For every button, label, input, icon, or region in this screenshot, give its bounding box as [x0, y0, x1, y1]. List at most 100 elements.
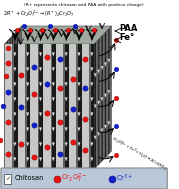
- Text: ✓: ✓: [5, 176, 10, 181]
- Text: $\mathdefault{Cr^{3+}}$: $\mathdefault{Cr^{3+}}$: [116, 173, 134, 184]
- Polygon shape: [26, 157, 29, 161]
- Polygon shape: [78, 112, 81, 116]
- Polygon shape: [26, 52, 29, 56]
- Polygon shape: [10, 38, 11, 164]
- Polygon shape: [39, 142, 42, 146]
- Bar: [89, 44, 91, 169]
- Bar: [56, 44, 64, 169]
- Polygon shape: [94, 105, 97, 108]
- Polygon shape: [94, 73, 97, 77]
- Polygon shape: [65, 127, 68, 131]
- Polygon shape: [13, 142, 16, 146]
- Bar: [12, 44, 18, 169]
- Polygon shape: [13, 112, 16, 116]
- Bar: [69, 44, 76, 169]
- Bar: [51, 44, 56, 169]
- Polygon shape: [90, 142, 93, 146]
- Polygon shape: [105, 32, 106, 158]
- Bar: [18, 44, 25, 169]
- Polygon shape: [90, 67, 93, 71]
- Polygon shape: [13, 97, 16, 101]
- Bar: [76, 44, 82, 169]
- Polygon shape: [78, 97, 81, 101]
- Polygon shape: [90, 52, 93, 56]
- Bar: [25, 44, 27, 169]
- Polygon shape: [39, 112, 42, 116]
- Bar: [5, 44, 95, 169]
- Polygon shape: [95, 26, 112, 169]
- Polygon shape: [78, 142, 81, 146]
- Polygon shape: [13, 127, 16, 131]
- Polygon shape: [26, 67, 29, 71]
- Polygon shape: [104, 94, 107, 98]
- Polygon shape: [39, 157, 42, 161]
- Polygon shape: [90, 112, 93, 116]
- Bar: [64, 44, 69, 169]
- Polygon shape: [13, 52, 16, 56]
- Text: PAA: PAA: [119, 24, 137, 33]
- Polygon shape: [78, 157, 81, 161]
- Bar: [25, 44, 30, 169]
- Text: $2R^++Cr_2O_7^{2-} \rightarrow (R^+)_2Cr_2O_7$: $2R^++Cr_2O_7^{2-} \rightarrow (R^+)_2Cr…: [3, 8, 74, 19]
- Bar: [12, 44, 14, 169]
- Text: Chitosan: Chitosan: [14, 176, 43, 181]
- Polygon shape: [52, 157, 55, 161]
- Polygon shape: [90, 127, 93, 131]
- Text: $Cr_2O_7^{2-}+Fe^0+H_2O\rightarrow 2Cr(OH)_3$: $Cr_2O_7^{2-}+Fe^0+H_2O\rightarrow 2Cr(O…: [109, 134, 168, 174]
- Polygon shape: [17, 30, 18, 156]
- Polygon shape: [5, 43, 6, 169]
- Polygon shape: [5, 26, 22, 169]
- Polygon shape: [107, 59, 110, 63]
- Polygon shape: [101, 35, 103, 162]
- Bar: [30, 44, 38, 169]
- Polygon shape: [101, 36, 102, 162]
- Polygon shape: [65, 157, 68, 161]
- Polygon shape: [39, 52, 42, 56]
- Bar: [82, 44, 89, 169]
- Polygon shape: [104, 125, 107, 129]
- Bar: [38, 44, 39, 169]
- Polygon shape: [14, 33, 15, 159]
- FancyBboxPatch shape: [1, 168, 167, 189]
- Polygon shape: [90, 157, 93, 161]
- Polygon shape: [5, 26, 112, 44]
- Polygon shape: [13, 157, 16, 161]
- Polygon shape: [52, 82, 55, 86]
- Polygon shape: [97, 132, 100, 136]
- Bar: [89, 44, 95, 169]
- Polygon shape: [97, 101, 100, 105]
- Text: Fe°: Fe°: [119, 33, 134, 42]
- Bar: [76, 44, 78, 169]
- Polygon shape: [13, 67, 16, 71]
- Bar: [64, 44, 65, 169]
- Polygon shape: [26, 142, 29, 146]
- Polygon shape: [101, 129, 103, 132]
- Bar: [43, 44, 51, 169]
- Polygon shape: [65, 142, 68, 146]
- Polygon shape: [52, 127, 55, 131]
- Polygon shape: [52, 142, 55, 146]
- Bar: [38, 44, 43, 169]
- Polygon shape: [52, 67, 55, 71]
- Polygon shape: [107, 121, 110, 125]
- Polygon shape: [52, 52, 55, 56]
- Polygon shape: [104, 62, 107, 67]
- Polygon shape: [65, 52, 68, 56]
- Polygon shape: [78, 82, 81, 86]
- Polygon shape: [65, 97, 68, 101]
- Polygon shape: [101, 97, 103, 101]
- Polygon shape: [26, 112, 29, 116]
- Polygon shape: [78, 67, 81, 71]
- Polygon shape: [65, 67, 68, 71]
- Polygon shape: [65, 82, 68, 86]
- Polygon shape: [108, 28, 110, 155]
- Polygon shape: [39, 67, 42, 71]
- Polygon shape: [52, 97, 55, 101]
- Polygon shape: [94, 136, 97, 140]
- Polygon shape: [26, 82, 29, 86]
- Polygon shape: [26, 127, 29, 131]
- Polygon shape: [90, 82, 93, 86]
- Polygon shape: [78, 52, 81, 56]
- FancyBboxPatch shape: [4, 174, 11, 184]
- Polygon shape: [101, 66, 103, 70]
